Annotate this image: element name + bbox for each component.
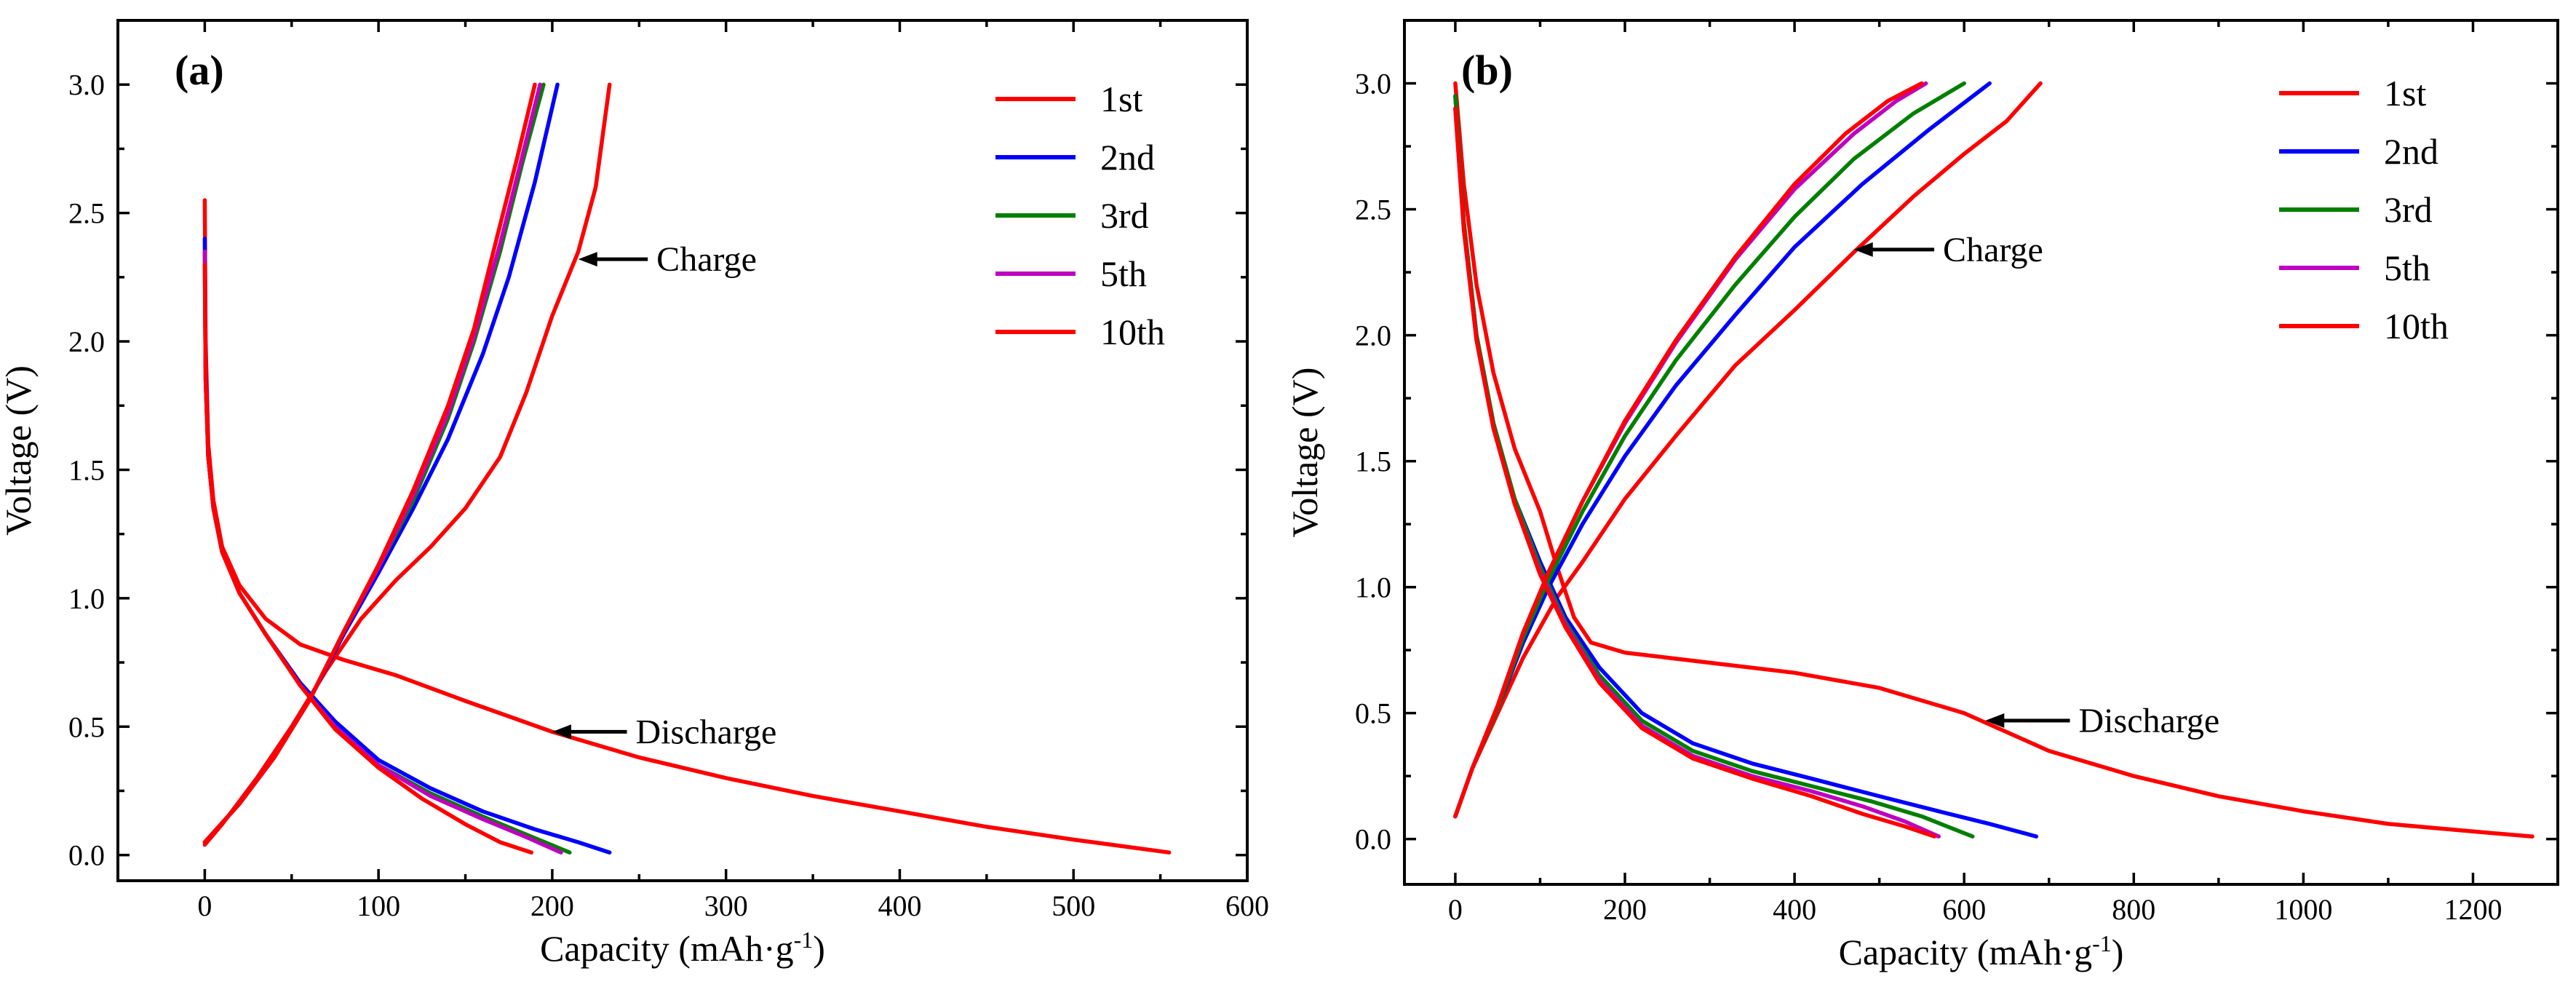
legend-label-10th: 10th xyxy=(2384,306,2449,346)
series-3rd-discharge-curve xyxy=(1453,94,1975,839)
x-tick-label: 600 xyxy=(1942,893,1986,926)
series-1st-discharge-curve xyxy=(202,198,1172,855)
y-axis-title: Voltage (V) xyxy=(0,365,39,536)
annotation-charge: Charge xyxy=(1853,231,2043,269)
legend-label-2nd: 2nd xyxy=(1100,137,1155,178)
series-3rd xyxy=(202,82,572,855)
series-10th xyxy=(202,82,537,855)
y-tick-label: 1.0 xyxy=(68,582,105,615)
annotation-label: Charge xyxy=(656,240,757,279)
annotation-label: Discharge xyxy=(2079,702,2220,740)
y-tick-label: 2.5 xyxy=(1355,194,1391,226)
y-tick-label: 3.0 xyxy=(1355,68,1391,100)
panel-label: (a) xyxy=(175,47,224,94)
y-tick-label: 2.0 xyxy=(68,325,105,358)
y-axis-title: Voltage (V) xyxy=(1284,368,1325,538)
y-tick-label: 2.5 xyxy=(68,197,105,230)
series-10th-charge-curve xyxy=(1453,81,1924,819)
annotation-arrowhead xyxy=(552,724,571,740)
series-2nd-charge-curve xyxy=(1453,81,1992,819)
legend-label-2nd: 2nd xyxy=(2384,131,2438,172)
x-axis-title: Capacity (mAh·g-1) xyxy=(1839,930,2124,972)
y-tick-label: 1.0 xyxy=(1355,571,1391,604)
legend-label-3rd: 3rd xyxy=(1100,195,1149,236)
series-2nd xyxy=(202,82,612,855)
series-10th-discharge-curve xyxy=(1453,106,1937,839)
series-1st-charge-curve xyxy=(1453,81,2043,819)
series-2nd-charge-curve xyxy=(202,82,560,844)
y-tick-label: 0.0 xyxy=(68,839,105,872)
series-10th-charge-curve xyxy=(202,82,537,844)
series-3rd-charge-curve xyxy=(1453,81,1966,819)
x-tick-label: 0 xyxy=(197,889,212,922)
chart-panel-a: 0 100 200 300 400 500 600 0.0 0.5 1.0 1.5 2.0 2.5 3.0… xyxy=(0,19,1269,969)
y-tick-label: 1.5 xyxy=(1355,445,1391,478)
y-tick-label: 1.5 xyxy=(68,453,105,486)
x-tick-label: 1200 xyxy=(2444,893,2502,926)
series-1st-charge-curve xyxy=(202,82,612,847)
annotation-arrowhead xyxy=(1985,713,2005,729)
annotation-label: Charge xyxy=(1943,231,2043,269)
series-2nd xyxy=(1453,81,2039,839)
series-10th-discharge-curve xyxy=(202,262,534,855)
x-tick-label: 400 xyxy=(878,889,921,922)
y-tick-label: 3.0 xyxy=(68,68,105,101)
x-tick-label: 1000 xyxy=(2274,893,2332,926)
series-1st xyxy=(1453,81,2535,839)
x-tick-label: 200 xyxy=(1603,893,1647,926)
x-axis-title: Capacity (mAh·g-1) xyxy=(540,927,825,969)
y-tick-label: 2.0 xyxy=(1355,320,1391,352)
series-3rd-charge-curve xyxy=(202,82,546,844)
legend-label-10th: 10th xyxy=(1100,312,1165,352)
series-10th xyxy=(1453,81,1937,839)
series-2nd-discharge-curve xyxy=(1453,94,2039,839)
chart-panel-b: 0 200 400 600 800 1000 1200 0.0 0.5 1.0 1.5 2.0 2.5 3… xyxy=(1284,19,2559,972)
series-5th-discharge-curve xyxy=(1453,106,1941,839)
annotation-arrowhead xyxy=(1853,242,1873,257)
x-tick-label: 200 xyxy=(530,889,574,922)
plot-frame xyxy=(116,19,1249,882)
legend: 1st 2nd 3rd 5th 10th xyxy=(995,79,1165,352)
annotation-label: Discharge xyxy=(636,713,777,751)
legend-label-1st: 1st xyxy=(1100,79,1142,119)
annotation-discharge: Discharge xyxy=(552,713,776,751)
x-tick-label: 0 xyxy=(1448,893,1463,926)
series-5th-charge-curve xyxy=(202,82,542,844)
y-tick-label: 0.0 xyxy=(1355,823,1391,856)
series-3rd xyxy=(1453,81,1975,839)
legend-label-5th: 5th xyxy=(1100,253,1147,294)
legend-label-1st: 1st xyxy=(2384,73,2426,114)
y-tick-label: 0.5 xyxy=(68,710,105,743)
series-1st-discharge-curve xyxy=(1453,81,2535,839)
annotation-discharge: Discharge xyxy=(1985,702,2219,740)
y-tick-label: 0.5 xyxy=(1355,697,1391,730)
plot-frame xyxy=(1403,19,2559,886)
x-tick-label: 400 xyxy=(1773,893,1816,926)
legend-label-5th: 5th xyxy=(2384,247,2430,288)
x-tick-label: 300 xyxy=(704,889,748,922)
legend: 1st 2nd 3rd 5th 10th xyxy=(2279,73,2449,346)
legend-label-3rd: 3rd xyxy=(2384,189,2433,230)
annotation-charge: Charge xyxy=(578,240,757,279)
x-tick-label: 500 xyxy=(1052,889,1095,922)
x-tick-label: 100 xyxy=(357,889,400,922)
x-tick-label: 800 xyxy=(2112,893,2155,926)
panel-label: (b) xyxy=(1461,47,1513,94)
annotation-arrowhead xyxy=(578,252,597,267)
series-5th xyxy=(1453,81,1941,839)
x-tick-label: 600 xyxy=(1225,889,1269,922)
